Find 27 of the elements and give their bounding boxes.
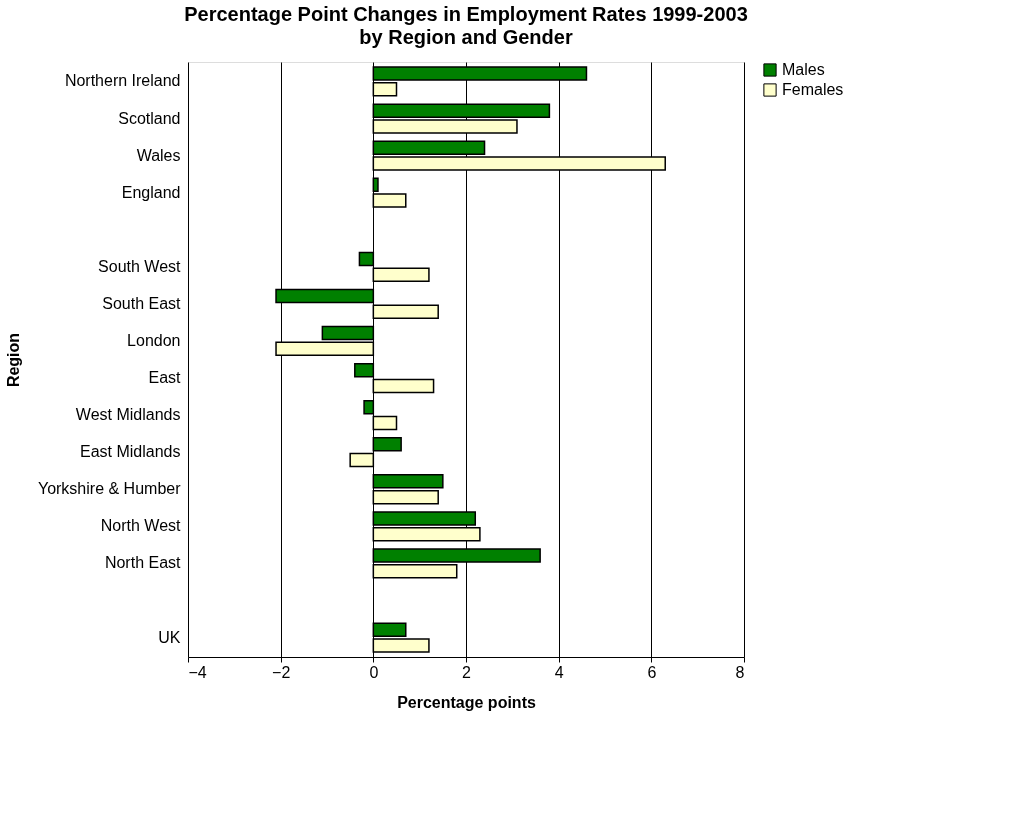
x-tick-label: 4 [554,663,564,681]
y-tick-label: South East [102,294,182,312]
x-tick-label: 6 [647,663,657,681]
y-tick-label: North West [100,517,182,535]
y-tick-label: Yorkshire & Humber [37,480,182,498]
y-tick-label: Wales [136,146,181,164]
y-tick-label: England [121,183,181,201]
y-tick-label: UK [158,628,181,646]
y-tick-label: West Midlands [75,406,181,424]
legend-label: Males [782,61,825,78]
x-tick-label: 0 [369,663,379,681]
y-tick-label: East Midlands [80,443,181,461]
chart-title: Percentage Point Changes in Employment Rates 1999-2003 [184,3,748,25]
y-tick-label: South West [98,257,182,275]
x-tick-label: 2 [462,663,472,681]
chart-subtitle: by Region and Gender [359,26,573,48]
x-tick-label: 8 [735,663,745,681]
x-tick-label: −2 [272,663,291,681]
legend-label: Females [782,81,844,98]
x-axis-title: Percentage points [397,693,536,711]
y-tick-label: East [148,369,182,387]
y-tick-label: North East [104,554,182,572]
y-tick-label: Northern Ireland [64,72,181,90]
y-tick-label: London [127,331,181,349]
y-axis-title: Region [4,332,22,388]
x-tick-label: −4 [188,663,207,681]
y-tick-label: Scotland [118,109,181,127]
